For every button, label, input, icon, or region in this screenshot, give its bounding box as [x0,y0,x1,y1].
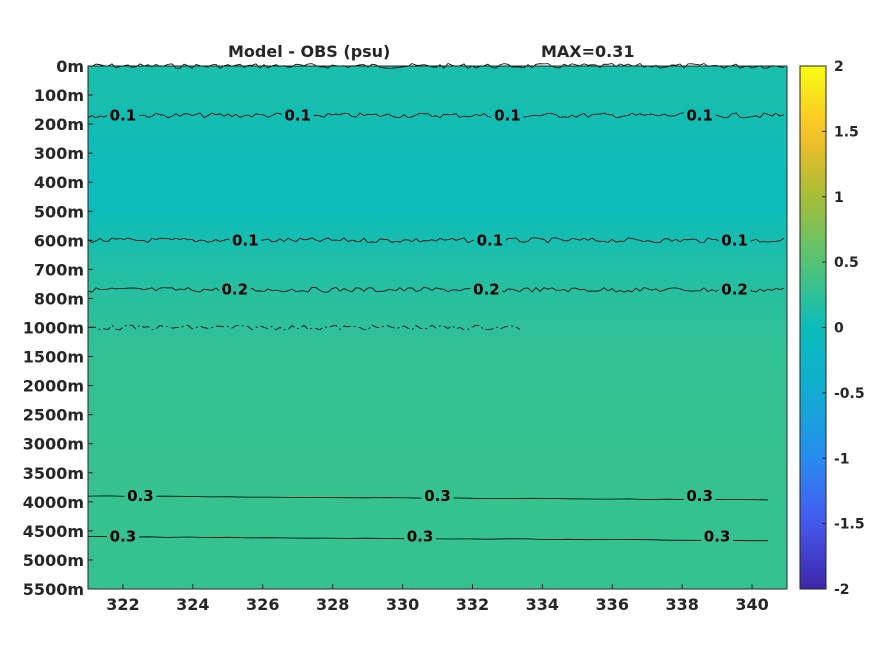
colorbar-tick-label: 2 [834,59,844,75]
y-tick-label: 600m [34,231,84,250]
contour-label-bg [404,527,437,546]
contour-label: 0.3 [704,528,731,546]
contour-label-bg [491,106,524,125]
colorbar-tick-label: -1.5 [834,517,865,533]
contour-label: 0.1 [232,231,259,249]
contour-line [87,237,785,244]
contour-label-bg [683,487,716,506]
y-tick-label: 5500m [23,580,84,599]
y-tick-label: 300m [34,144,84,163]
contour-label: 0.3 [110,528,137,546]
contour-label: 0.1 [477,231,504,249]
contour-label-bg [106,106,139,125]
contour-label-bg [421,487,454,506]
colorbar-tick-label: 0.5 [834,255,859,271]
contour-label-bg [106,527,139,546]
y-tick-label: 400m [34,173,84,192]
y-tick-label: 3500m [23,464,84,483]
max-annotation: MAX=0.31 [541,42,635,61]
contour-0_2-4 [87,324,521,331]
y-tick-label: 800m [34,289,84,308]
contour-label-bg [683,106,716,125]
x-tick-label: 336 [596,595,629,614]
contour-label-bg [470,280,503,299]
contour-label: 0.1 [721,231,748,249]
contour-label: 0.1 [110,106,137,124]
contour-label-bg [281,106,314,125]
contour-label-bg [473,231,506,250]
contour-label: 0.1 [284,106,311,124]
contour-label-bg [718,231,751,250]
contour-label: 0.1 [494,106,521,124]
contour-label-bg [218,280,251,299]
x-tick-label: 324 [176,595,209,614]
y-tick-label: 500m [34,202,84,221]
x-tick-label: 338 [665,595,698,614]
contour-label: 0.2 [473,281,500,299]
contour-label: 0.3 [407,528,434,546]
colorbar-tick-label: 1 [834,190,844,206]
chart-title: Model - OBS (psu) [228,42,391,61]
y-tick-label: 4500m [23,522,84,541]
y-tick-label: 700m [34,260,84,279]
contour-label-bg [229,231,262,250]
contour-label-bg [124,487,157,506]
colorbar-tick-label: -1 [834,451,850,467]
colorbar-tick-label: -0.5 [834,386,865,402]
y-tick-label: 0m [56,57,84,76]
contour-0_1-2: 0.1 0.1 0.1 [87,231,785,250]
heatmap-field [88,66,787,589]
x-tick-label: 330 [386,595,419,614]
contour-label: 0.3 [686,487,713,505]
y-tick-label: 5000m [23,551,84,570]
colorbar [799,65,827,590]
y-tick-label: 4000m [23,493,84,512]
x-tick-label: 322 [106,595,139,614]
contour-line [87,112,785,119]
x-tick-label: 328 [316,595,349,614]
contour-label: 0.3 [424,487,451,505]
contour-label: 0.2 [721,281,748,299]
contour-line [87,286,785,293]
y-tick-label: 2500m [23,406,84,425]
y-tick-label: 1500m [23,348,84,367]
contour-0_2-3: 0.2 0.2 0.2 [87,280,785,299]
y-tick-label: 1000m [23,319,84,338]
y-tick-label: 100m [34,86,84,105]
contour-label-bg [701,527,734,546]
contour-0_3-6: 0.3 0.3 0.3 [87,527,768,546]
contour-label: 0.2 [222,281,249,299]
contour-label-bg [718,280,751,299]
contour-line [87,324,521,331]
colorbar-tick-label: 0 [834,321,844,337]
colorbar-tick-label: -2 [834,582,850,598]
x-tick-label: 332 [456,595,489,614]
contour-0_1-1: 0.1 0.1 0.1 0.1 [87,106,785,125]
colorbar-tick-label: 1.5 [834,124,859,140]
y-tick-label: 3000m [23,435,84,454]
x-tick-label: 334 [526,595,559,614]
contour-0_3-5: 0.3 0.3 0.3 [87,487,769,506]
y-tick-label: 2000m [23,377,84,396]
contour-label: 0.1 [686,106,713,124]
x-tick-label: 340 [735,595,768,614]
x-tick-label: 326 [246,595,279,614]
y-tick-label: 200m [34,115,84,134]
contour-label: 0.3 [127,487,154,505]
